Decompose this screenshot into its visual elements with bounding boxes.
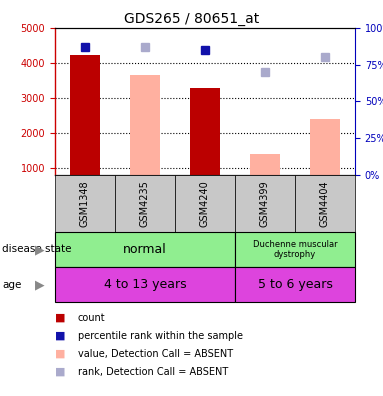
Text: ■: ■ — [55, 331, 65, 341]
Text: GSM4240: GSM4240 — [200, 180, 210, 227]
Bar — [310, 119, 340, 175]
Text: 5 to 6 years: 5 to 6 years — [257, 278, 332, 291]
Text: normal: normal — [123, 243, 167, 256]
Bar — [190, 88, 220, 175]
Text: age: age — [2, 280, 21, 289]
Text: ■: ■ — [55, 367, 65, 377]
Text: GSM1348: GSM1348 — [80, 180, 90, 227]
Text: GDS265 / 80651_at: GDS265 / 80651_at — [124, 12, 259, 26]
Text: 4 to 13 years: 4 to 13 years — [104, 278, 186, 291]
Text: ■: ■ — [55, 313, 65, 323]
Text: disease state: disease state — [2, 244, 71, 255]
Text: rank, Detection Call = ABSENT: rank, Detection Call = ABSENT — [78, 367, 228, 377]
Text: Duchenne muscular
dystrophy: Duchenne muscular dystrophy — [253, 240, 337, 259]
Text: count: count — [78, 313, 106, 323]
Text: GSM4404: GSM4404 — [320, 180, 330, 227]
Bar — [130, 75, 160, 175]
Text: percentile rank within the sample: percentile rank within the sample — [78, 331, 243, 341]
Text: GSM4399: GSM4399 — [260, 180, 270, 227]
Bar — [250, 154, 280, 175]
Text: ▶: ▶ — [35, 278, 44, 291]
Text: GSM4235: GSM4235 — [140, 180, 150, 227]
Text: value, Detection Call = ABSENT: value, Detection Call = ABSENT — [78, 349, 233, 359]
Text: ■: ■ — [55, 349, 65, 359]
Bar — [70, 55, 100, 175]
Text: ▶: ▶ — [35, 243, 44, 256]
